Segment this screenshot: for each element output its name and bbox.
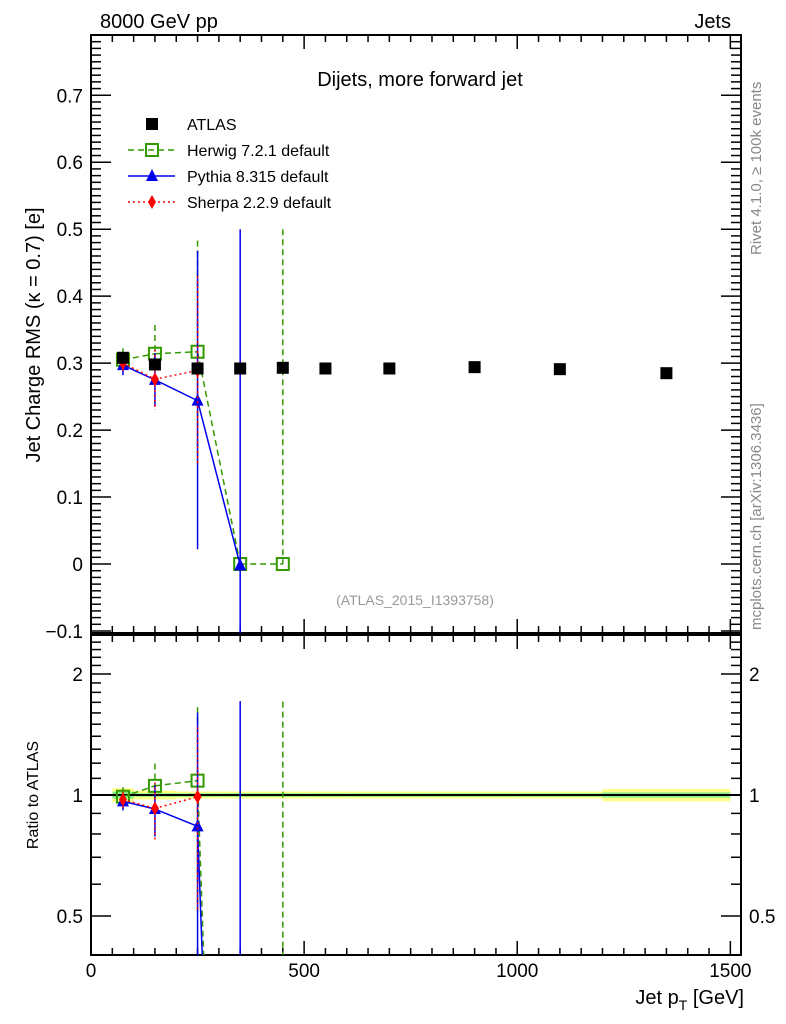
y-tick-label: −0.1 bbox=[45, 622, 83, 643]
side-text-mcplots: mcplots.cern.ch [arXiv:1306.3436] bbox=[748, 403, 765, 630]
legend-entry: ATLAS bbox=[187, 117, 237, 134]
ratio-y-tick-label: 1 bbox=[72, 786, 83, 807]
y-tick-label: 0.4 bbox=[57, 287, 84, 308]
atlas-data-point bbox=[553, 363, 566, 376]
legend-marker bbox=[146, 118, 158, 130]
ratio-y-tick-label-right: 2 bbox=[749, 665, 760, 686]
ratio-y-tick-label: 2 bbox=[72, 665, 83, 686]
legend-marker bbox=[148, 195, 156, 209]
atlas-data-point bbox=[383, 362, 396, 375]
x-tick-label: 500 bbox=[288, 961, 320, 982]
pythia-ratio-line bbox=[196, 826, 203, 956]
legend-entry: Pythia 8.315 default bbox=[187, 169, 329, 186]
ratio-y-tick-label-right: 1 bbox=[749, 786, 760, 807]
y-tick-label: 0.2 bbox=[57, 421, 83, 442]
herwig-line bbox=[154, 350, 198, 355]
legend-marker bbox=[146, 169, 158, 181]
legend-marker bbox=[145, 143, 159, 157]
analysis-tag: (ATLAS_2015_I1393758) bbox=[336, 592, 494, 608]
pythia-marker bbox=[191, 393, 204, 406]
pythia-ratio-line bbox=[154, 808, 198, 828]
herwig-marker bbox=[275, 557, 290, 572]
header-process: 8000 GeV pp bbox=[100, 11, 218, 33]
atlas-data-point bbox=[319, 362, 332, 375]
y-tick-label: 0.3 bbox=[57, 354, 83, 375]
atlas-data-point bbox=[116, 351, 129, 364]
herwig-ratio-line bbox=[154, 779, 198, 787]
x-tick-label: 1000 bbox=[496, 961, 538, 982]
atlas-data-point bbox=[191, 362, 204, 375]
ratio-y-tick-label-right: 0.5 bbox=[749, 907, 775, 928]
pythia-line bbox=[154, 379, 198, 402]
header-observable: Jets bbox=[694, 11, 731, 33]
legend-entry: Herwig 7.2.1 default bbox=[187, 143, 330, 160]
x-axis-label: Jet pT [GeV] bbox=[635, 987, 744, 1013]
pythia-marker bbox=[234, 558, 247, 571]
sherpa-line bbox=[122, 362, 156, 380]
atlas-data-point bbox=[660, 367, 673, 380]
herwig-ratio-line bbox=[196, 780, 205, 956]
y-tick-label: 0.6 bbox=[57, 153, 83, 174]
ratio-y-axis-label: Ratio to ATLAS bbox=[25, 741, 42, 849]
main-panel-frame bbox=[90, 34, 742, 634]
chart-title: Dijets, more forward jet bbox=[317, 69, 523, 91]
ratio-y-tick-label: 0.5 bbox=[57, 907, 83, 928]
y-tick-label: 0.7 bbox=[57, 86, 83, 107]
y-tick-label: 0.5 bbox=[57, 220, 83, 241]
sherpa-ratio-marker bbox=[150, 801, 159, 816]
y-tick-label: 0 bbox=[72, 555, 83, 576]
y-tick-label: 0.1 bbox=[57, 488, 83, 509]
sherpa-ratio-line bbox=[154, 796, 198, 810]
y-axis-label: Jet Charge RMS (κ = 0.7) [e] bbox=[23, 207, 45, 462]
herwig-line bbox=[196, 351, 241, 565]
pythia-ratio-marker bbox=[191, 819, 204, 832]
atlas-data-point bbox=[148, 358, 161, 371]
atlas-data-point bbox=[276, 361, 289, 374]
legend-entry: Sherpa 2.2.9 default bbox=[187, 195, 332, 212]
atlas-data-point bbox=[468, 361, 481, 374]
sherpa-marker bbox=[150, 372, 159, 387]
pythia-line bbox=[122, 364, 156, 381]
side-text-rivet: Rivet 4.1.0, ≥ 100k events bbox=[748, 82, 765, 255]
x-tick-label: 0 bbox=[86, 961, 97, 982]
sherpa-ratio-line bbox=[122, 798, 156, 810]
pythia-line bbox=[196, 400, 241, 566]
atlas-data-point bbox=[234, 362, 247, 375]
sherpa-line bbox=[154, 369, 198, 380]
sherpa-ratio-marker bbox=[118, 792, 127, 807]
x-tick-label: 1500 bbox=[709, 961, 751, 982]
pythia-ratio-line bbox=[122, 800, 156, 810]
sherpa-ratio-marker bbox=[193, 789, 202, 804]
